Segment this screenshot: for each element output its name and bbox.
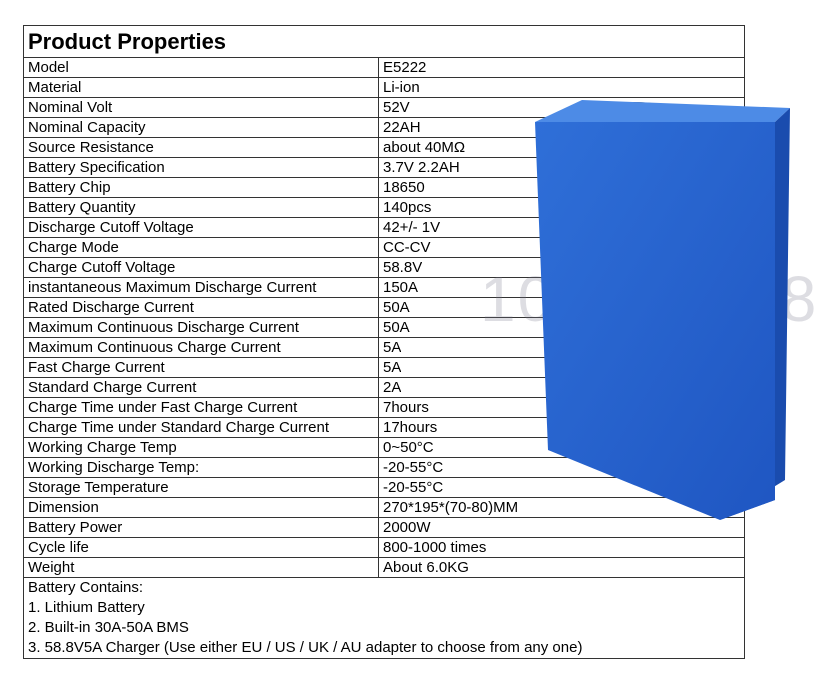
- table-row: Cycle life 800-1000 times: [24, 538, 744, 558]
- property-name: Fast Charge Current: [24, 358, 379, 377]
- property-value: 3.7V 2.2AH: [383, 159, 460, 176]
- property-name: Charge Mode: [24, 238, 379, 257]
- table-row: Nominal Volt 52V: [24, 98, 744, 118]
- contents-line: Battery Contains:: [28, 579, 144, 596]
- table-row: Discharge Cutoff Voltage 42+/- 1V: [24, 218, 744, 238]
- property-value: 22AH: [383, 119, 421, 136]
- property-name: Cycle life: [24, 538, 379, 557]
- property-name: Discharge Cutoff Voltage: [24, 218, 379, 237]
- table-row: Weight About 6.0KG: [24, 558, 744, 578]
- table-row: Charge Time under Standard Charge Curren…: [24, 418, 744, 438]
- table-row: Charge Time under Fast Charge Current 7ho…: [24, 398, 744, 418]
- property-value: About 6.0KG: [383, 559, 469, 576]
- property-value: E5222: [383, 59, 427, 76]
- table-row: Working Discharge Temp: -20-55°C: [24, 458, 744, 478]
- property-name: Material: [24, 78, 379, 97]
- property-name: Charge Time under Fast Charge Current: [24, 398, 379, 417]
- property-name: Weight: [24, 558, 379, 577]
- table-row: Maximum Continuous Discharge Current 50A: [24, 318, 744, 338]
- property-name: Nominal Capacity: [24, 118, 379, 137]
- table-row: Storage Temperature -20-55°C: [24, 478, 744, 498]
- property-value: 52V: [383, 99, 410, 116]
- property-name: Battery Chip: [24, 178, 379, 197]
- property-value: 58.8V: [383, 259, 423, 276]
- property-value: -20-55°C: [383, 459, 444, 476]
- property-name: Source Resistance: [24, 138, 379, 157]
- property-value: 50A: [383, 299, 410, 316]
- table-row: Standard Charge Current 2A: [24, 378, 744, 398]
- property-name: Battery Specification: [24, 158, 379, 177]
- property-value: 17hours: [383, 419, 438, 436]
- table-row: Rated Discharge Current 50A: [24, 298, 744, 318]
- property-value: 150A: [383, 279, 419, 296]
- property-name: Maximum Continuous Charge Current: [24, 338, 379, 357]
- property-name: Charge Time under Standard Charge Curren…: [24, 418, 379, 437]
- table-row: Charge Mode CC-CV: [24, 238, 744, 258]
- property-value: 5A: [383, 359, 402, 376]
- table-row: Nominal Capacity 22AH: [24, 118, 744, 138]
- rows: Model E5222 Material Li-ion Nominal Volt 52V N…: [24, 58, 744, 578]
- property-value: CC-CV: [383, 239, 431, 256]
- property-name: Maximum Continuous Discharge Current: [24, 318, 379, 337]
- table-row: Charge Cutoff Voltage 58.8V: [24, 258, 744, 278]
- property-name: Dimension: [24, 498, 379, 517]
- property-value: 270*195*(70-80)MM: [383, 499, 519, 516]
- property-value: 2A: [383, 379, 402, 396]
- table-row: Source Resistance about 40MΩ: [24, 138, 744, 158]
- property-value: about 40MΩ: [383, 139, 466, 156]
- property-name: instantaneous Maximum Discharge Current: [24, 278, 379, 297]
- property-value: 140pcs: [383, 199, 432, 216]
- title: Product Properties: [24, 26, 744, 58]
- property-value: 0~50°C: [383, 439, 434, 456]
- property-value: 5A: [383, 339, 402, 356]
- contents-line: 2. Built-in 30A-50A BMS: [28, 619, 189, 636]
- properties-table: Product Properties Model E5222 Material Li-…: [23, 25, 745, 659]
- property-name: Battery Quantity: [24, 198, 379, 217]
- property-name: Nominal Volt: [24, 98, 379, 117]
- property-name: Rated Discharge Current: [24, 298, 379, 317]
- property-value: 7hours: [383, 399, 429, 416]
- property-name: Battery Power: [24, 518, 379, 537]
- property-value: 42+/- 1V: [383, 219, 441, 236]
- table-row: Maximum Continuous Charge Current 5A: [24, 338, 744, 358]
- property-name: Charge Cutoff Voltage: [24, 258, 379, 277]
- property-name: Model: [24, 58, 379, 77]
- table-row: Battery Power 2000W: [24, 518, 744, 538]
- property-name: Standard Charge Current: [24, 378, 379, 397]
- table-row: Fast Charge Current 5A: [24, 358, 744, 378]
- property-value: 2000W: [383, 519, 431, 536]
- property-name: Working Discharge Temp:: [24, 458, 379, 477]
- property-value: Li-ion: [383, 79, 420, 96]
- property-value: -20-55°C: [383, 479, 444, 496]
- property-name: Storage Temperature: [24, 478, 379, 497]
- property-value: 50A: [383, 319, 410, 336]
- table-row: instantaneous Maximum Discharge Current 1…: [24, 278, 744, 298]
- table-row: Model E5222: [24, 58, 744, 78]
- contents-line: 1. Lithium Battery: [28, 599, 145, 616]
- contents: Battery Contains: 1. Lithium Battery 2. Bu…: [24, 578, 744, 658]
- battery-image: [535, 100, 790, 520]
- table-row: Battery Specification 3.7V 2.2AH: [24, 158, 744, 178]
- table-row: Material Li-ion: [24, 78, 744, 98]
- property-value: 18650: [383, 179, 425, 196]
- table-row: Dimension 270*195*(70-80)MM: [24, 498, 744, 518]
- property-name: Working Charge Temp: [24, 438, 379, 457]
- table-row: Battery Quantity 140pcs: [24, 198, 744, 218]
- table-row: Battery Chip 18650: [24, 178, 744, 198]
- contents-line: 3. 58.8V5A Charger (Use either EU / US /…: [28, 639, 583, 656]
- table-row: Working Charge Temp 0~50°C: [24, 438, 744, 458]
- property-value: 800-1000 times: [383, 539, 487, 556]
